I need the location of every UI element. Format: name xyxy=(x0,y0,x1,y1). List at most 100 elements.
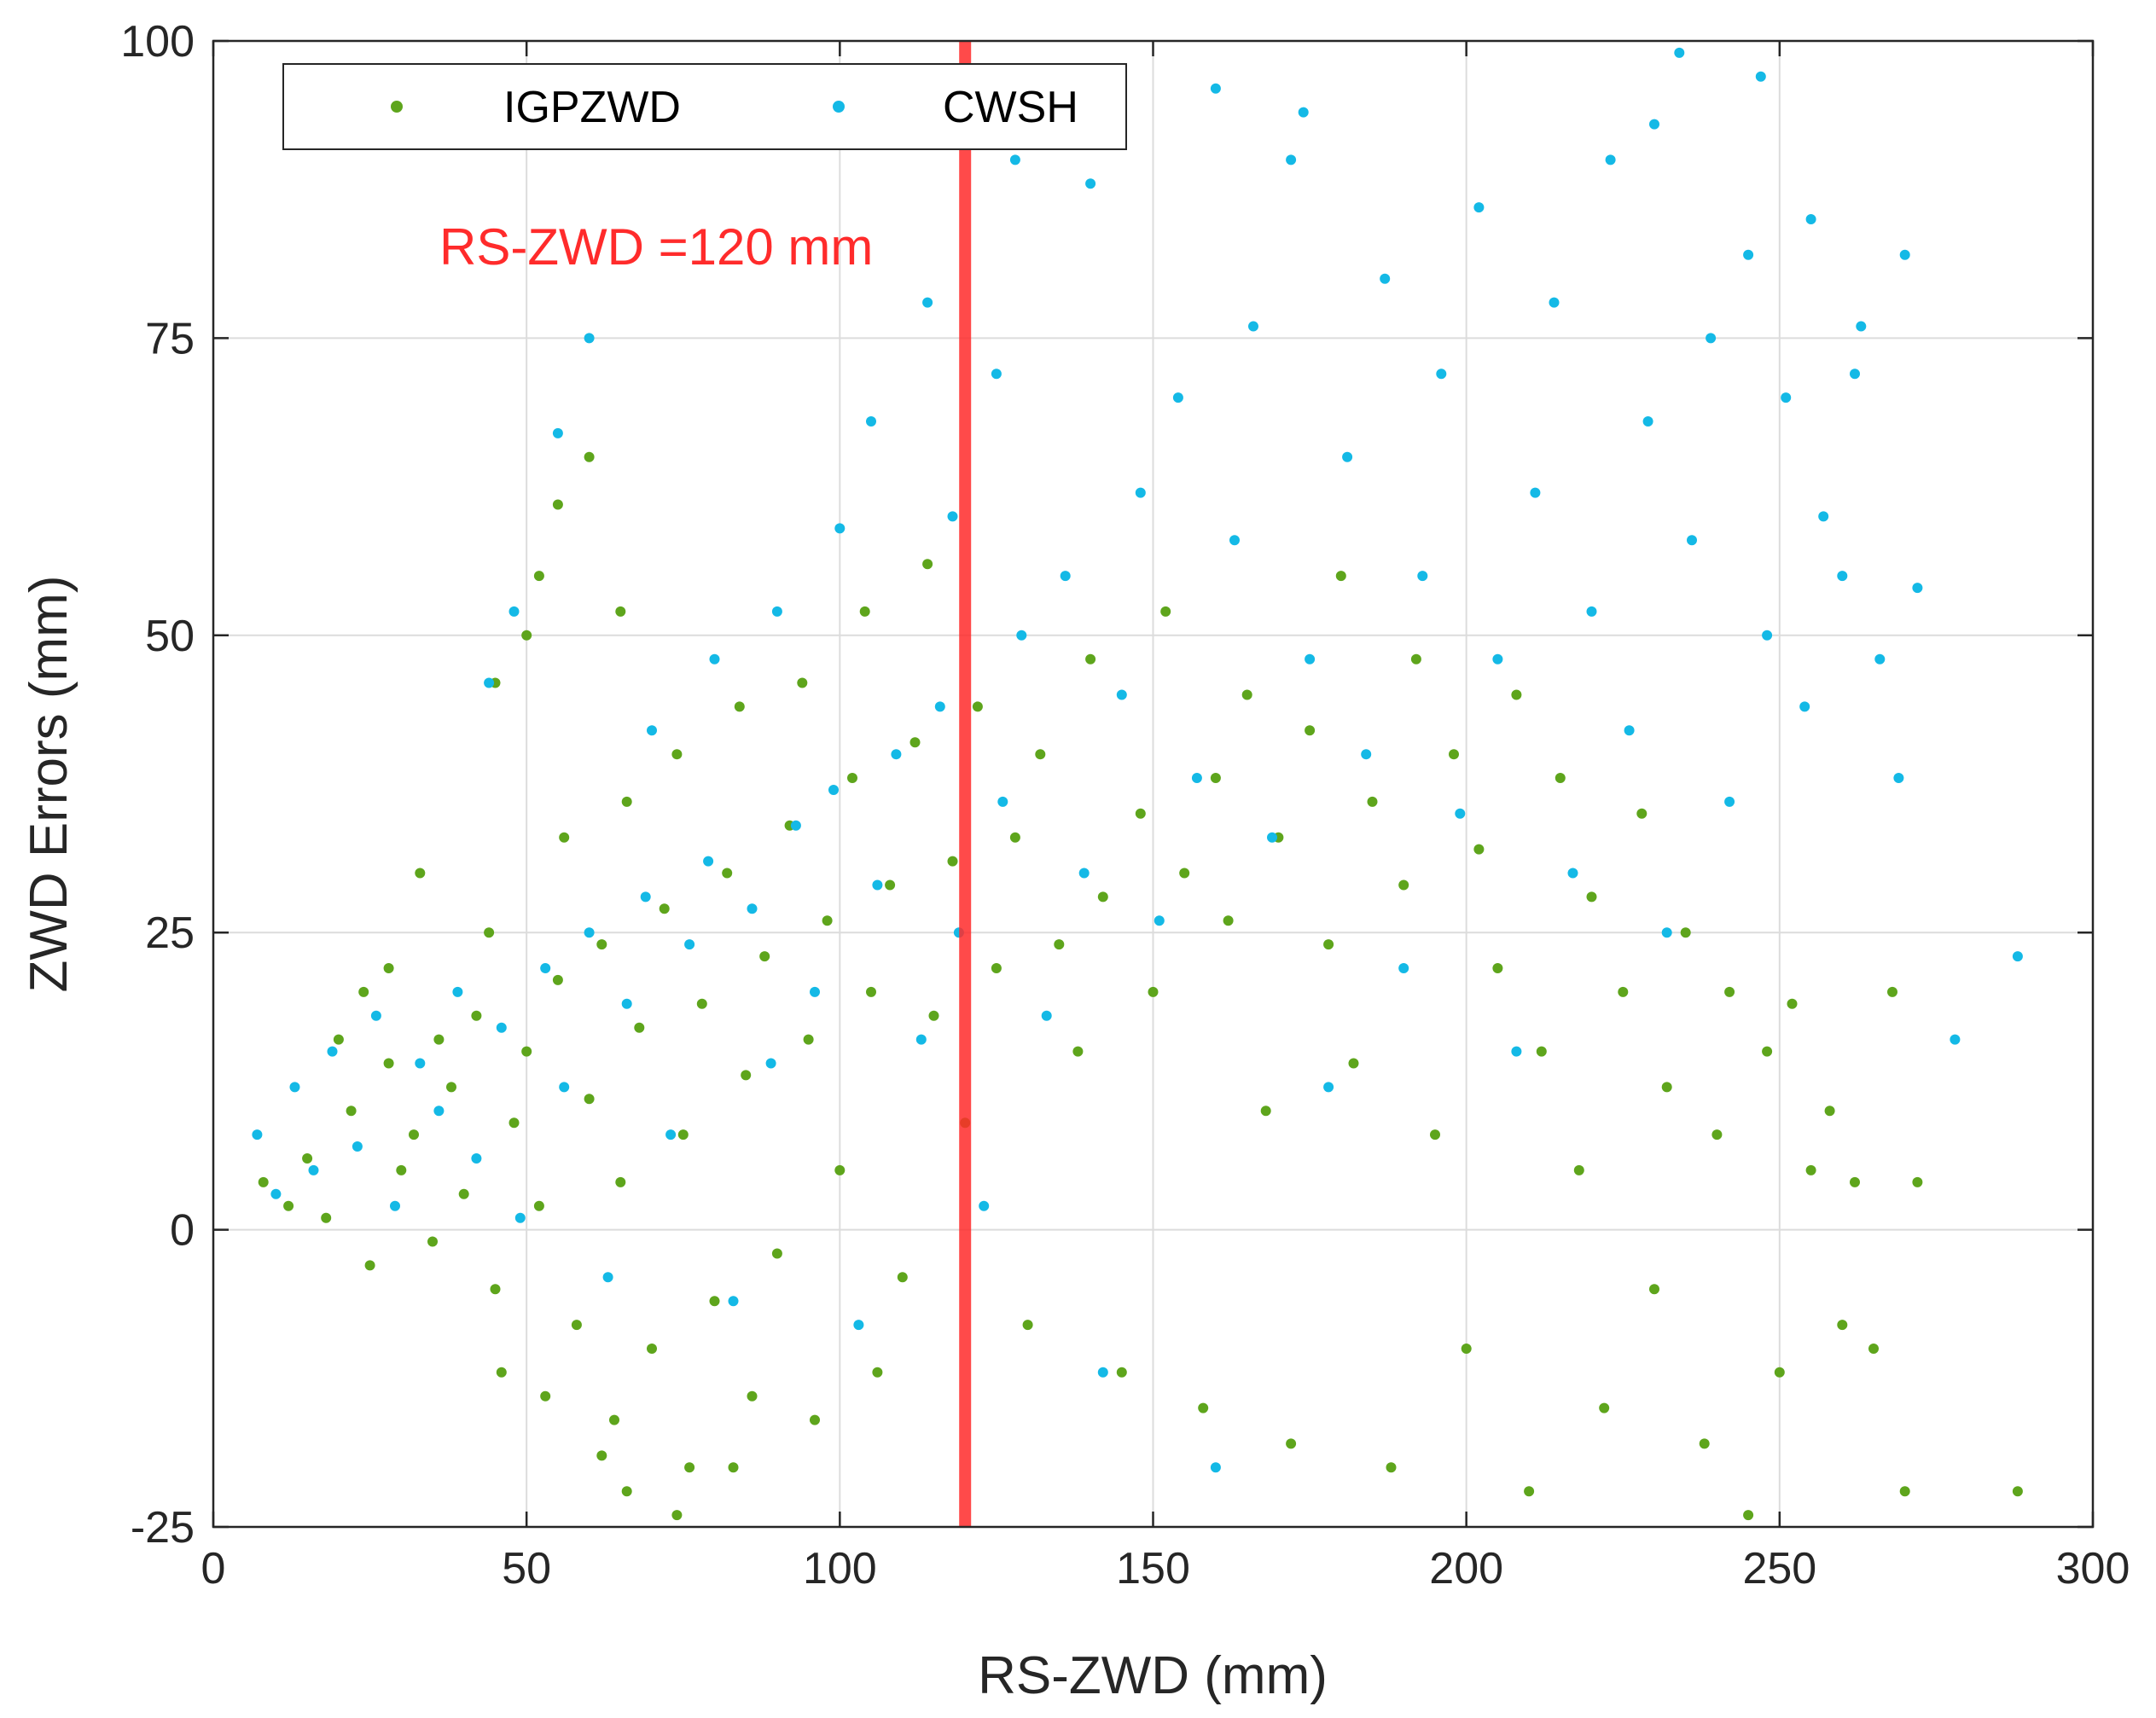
data-point xyxy=(1367,796,1378,807)
data-point xyxy=(1724,986,1735,997)
data-point xyxy=(484,677,495,688)
data-point xyxy=(747,903,758,914)
data-point xyxy=(521,1046,532,1057)
data-point xyxy=(991,369,1002,380)
data-point xyxy=(559,832,570,843)
data-point xyxy=(283,1200,294,1211)
data-point xyxy=(1449,749,1459,760)
data-point xyxy=(1461,1344,1472,1354)
data-point xyxy=(934,701,945,712)
data-point xyxy=(415,1058,426,1069)
data-point xyxy=(922,559,933,570)
data-point xyxy=(1567,868,1578,879)
data-point xyxy=(853,1320,864,1331)
data-point xyxy=(1511,1046,1522,1057)
data-point xyxy=(533,571,544,582)
data-point xyxy=(979,1200,990,1211)
data-point xyxy=(1649,1284,1659,1295)
data-point xyxy=(571,1320,582,1331)
data-point xyxy=(1837,1320,1848,1331)
data-point xyxy=(1762,630,1773,641)
data-point xyxy=(1286,154,1297,165)
data-point xyxy=(596,939,607,950)
data-point xyxy=(609,1414,619,1425)
legend-box xyxy=(282,63,1127,150)
data-point xyxy=(947,856,958,867)
data-point xyxy=(1642,416,1653,427)
data-point xyxy=(1912,583,1923,594)
data-point xyxy=(1191,773,1202,783)
data-point xyxy=(584,1094,595,1105)
data-point xyxy=(1260,1106,1271,1117)
data-point xyxy=(2012,1486,2023,1497)
data-point xyxy=(1868,1344,1879,1354)
x-tick-label: 50 xyxy=(502,1544,551,1593)
data-point xyxy=(1361,749,1372,760)
data-point xyxy=(1950,1034,1961,1045)
data-point xyxy=(1417,571,1428,582)
data-point xyxy=(1530,487,1541,498)
data-point xyxy=(1223,915,1234,926)
data-point xyxy=(1473,844,1485,855)
data-point xyxy=(647,725,657,736)
data-point xyxy=(433,1034,445,1045)
data-point xyxy=(1116,1367,1127,1378)
data-point xyxy=(1455,808,1466,819)
data-point xyxy=(1436,369,1447,380)
data-point xyxy=(615,606,626,617)
data-point xyxy=(1774,1367,1785,1378)
data-point xyxy=(1856,321,1867,332)
data-point xyxy=(997,796,1008,807)
data-point xyxy=(1210,83,1221,94)
data-point xyxy=(433,1106,445,1117)
data-point xyxy=(922,297,933,308)
data-point xyxy=(810,1414,820,1425)
data-point xyxy=(1899,249,1910,260)
data-point xyxy=(1172,392,1183,403)
annotation-layer: RS-ZWD =120 mm xyxy=(439,41,972,1527)
data-point xyxy=(1912,1176,1923,1187)
data-point xyxy=(1599,1402,1610,1413)
data-point xyxy=(1818,511,1829,522)
data-point xyxy=(1674,47,1685,58)
data-point xyxy=(915,1034,927,1045)
x-tick-label: 150 xyxy=(1116,1544,1190,1593)
data-point xyxy=(508,606,520,617)
data-point xyxy=(1348,1058,1359,1069)
data-point xyxy=(634,1022,645,1033)
series-cwsh xyxy=(252,47,2023,1473)
data-point xyxy=(1198,1402,1209,1413)
y-axis-title: ZWD Errors (mm) xyxy=(20,576,78,993)
data-point xyxy=(1899,1486,1910,1497)
data-point xyxy=(684,1462,695,1473)
y-tick-label: 50 xyxy=(145,612,195,661)
legend-marker-igpzwd xyxy=(391,101,403,113)
data-point xyxy=(671,1510,683,1521)
data-point xyxy=(1605,154,1616,165)
data-point xyxy=(1305,725,1316,736)
data-point xyxy=(1179,868,1190,879)
data-point xyxy=(872,879,883,891)
data-point xyxy=(1661,1082,1672,1093)
data-point xyxy=(533,1200,544,1211)
legend-marker-cwsh xyxy=(833,101,845,113)
data-point xyxy=(728,1462,739,1473)
data-point xyxy=(415,868,426,879)
data-point xyxy=(1573,1164,1584,1175)
data-point xyxy=(458,1188,469,1199)
data-point xyxy=(1305,653,1316,665)
data-point xyxy=(1743,1510,1754,1521)
series-igpzwd xyxy=(258,451,2023,1521)
data-point xyxy=(828,785,839,795)
data-point xyxy=(621,998,632,1009)
data-point xyxy=(1097,1367,1108,1378)
data-point xyxy=(747,1390,758,1402)
y-tick-label: 100 xyxy=(120,17,195,67)
data-point xyxy=(1085,653,1096,665)
data-point xyxy=(471,1153,482,1164)
data-point xyxy=(270,1188,282,1199)
data-point xyxy=(822,915,833,926)
data-point xyxy=(1229,535,1240,546)
data-point xyxy=(1887,986,1897,997)
